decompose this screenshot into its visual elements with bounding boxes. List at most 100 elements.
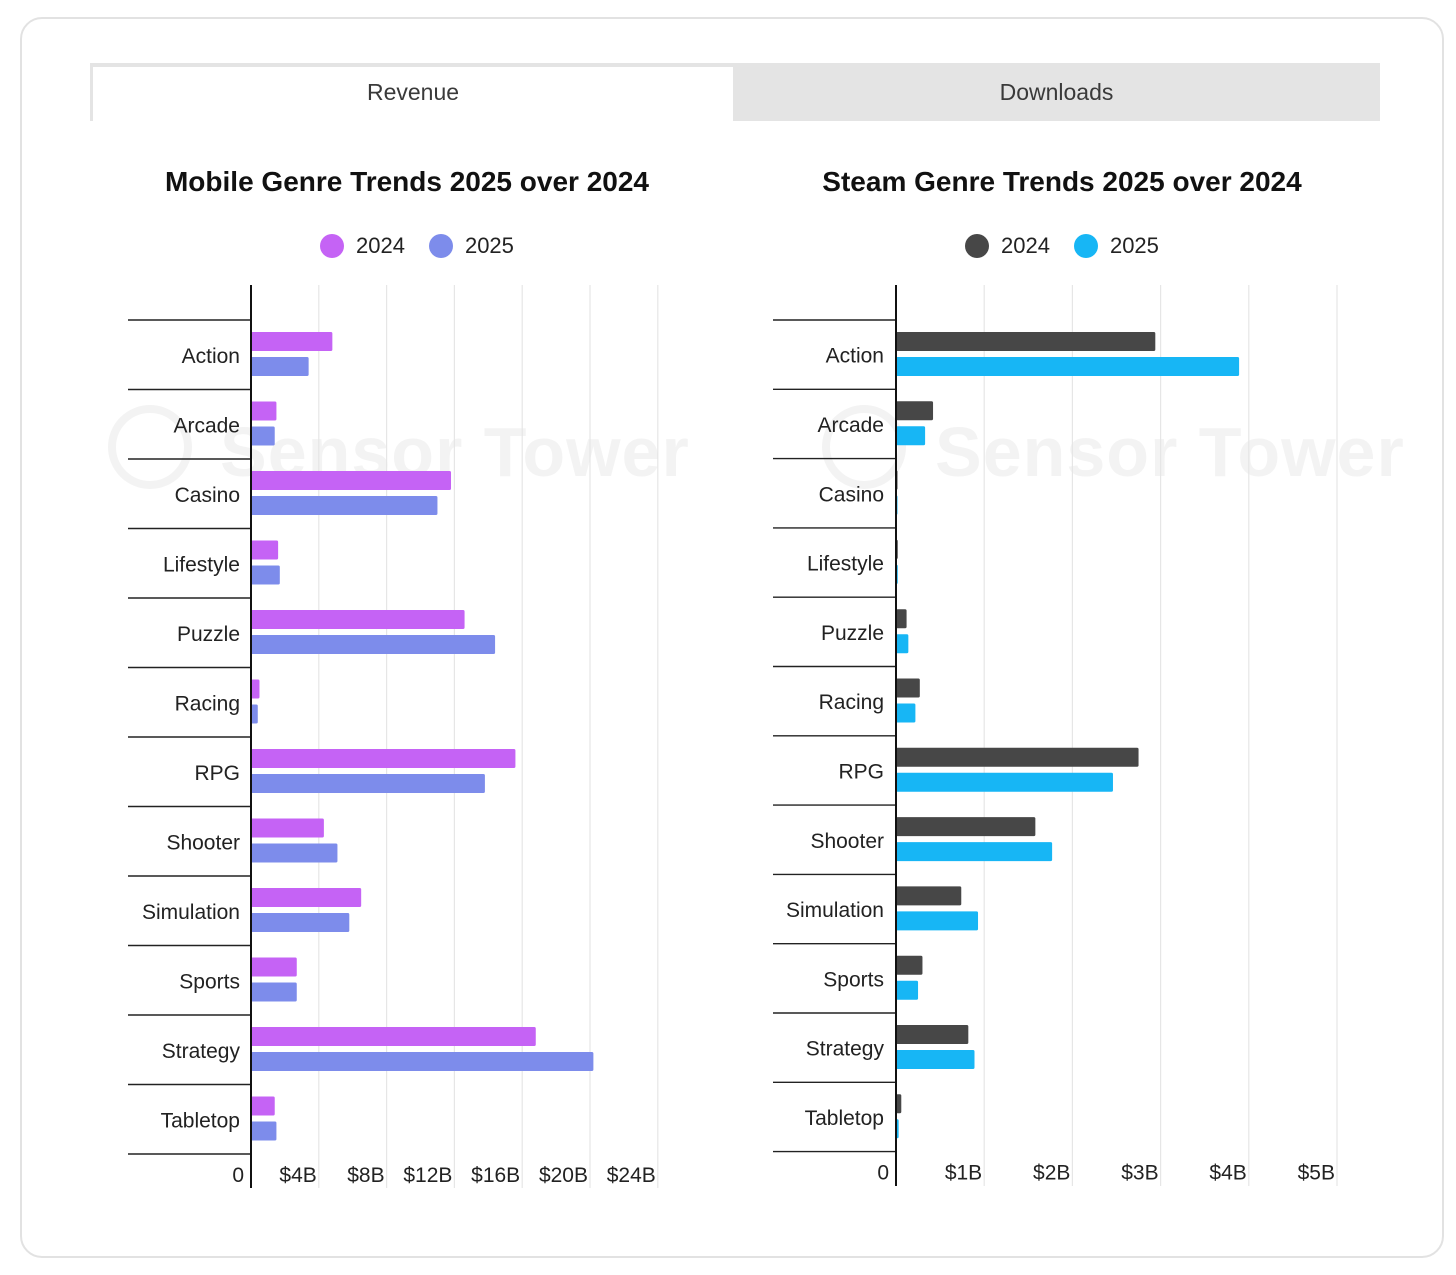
x-tick-label: $3B [1121, 1162, 1158, 1185]
legend-label: 2025 [464, 233, 514, 258]
watermark-logo-icon [822, 405, 906, 489]
bar-2025 [896, 634, 909, 654]
category-label: Arcade [817, 414, 884, 437]
bar-2024 [251, 888, 362, 907]
x-tick-label: $16B [471, 1164, 520, 1187]
steam-chart-legend: 2024 2025 [965, 232, 1183, 260]
bar-2025 [251, 704, 258, 724]
category-label: Shooter [166, 831, 240, 854]
bar-2024 [251, 401, 277, 421]
bar-2024 [251, 749, 516, 768]
category-label: RPG [838, 760, 884, 783]
bar-2025 [896, 842, 1053, 862]
legend-item-2025[interactable]: 2025 [1073, 233, 1159, 259]
category-label: RPG [194, 762, 240, 785]
legend-swatch [428, 234, 453, 258]
bar-2024 [896, 886, 962, 906]
watermark-logo-icon [108, 405, 192, 489]
steam-genre-chart: Action Arcade Casino Lifestyle Puzzle Racing R… [773, 285, 1338, 1186]
x-tick-label: $5B [1298, 1162, 1335, 1185]
mobile-genre-chart: Action Arcade Casino Lifestyle Puzzle Racing R… [128, 285, 659, 1188]
bar-2025 [251, 565, 280, 585]
category-label: Sports [823, 968, 884, 991]
bar-2025 [251, 913, 350, 932]
category-label: Casino [175, 484, 240, 507]
category-label: Simulation [786, 899, 884, 922]
bar-2025 [896, 703, 916, 723]
category-label: Tabletop [805, 1107, 884, 1130]
bar-2025 [896, 426, 926, 446]
legend-item-2024[interactable]: 2024 [965, 233, 1050, 259]
bar-2024 [896, 1025, 969, 1044]
category-label: Lifestyle [163, 553, 240, 576]
bar-2025 [251, 774, 485, 793]
category-label: Lifestyle [807, 553, 884, 576]
x-tick-label: $4B [279, 1164, 316, 1187]
category-label: Tabletop [161, 1109, 240, 1132]
bar-2024 [896, 401, 934, 421]
legend-swatch [965, 234, 989, 258]
legend-label: 2025 [1109, 233, 1159, 258]
bar-2024 [251, 1027, 536, 1046]
category-label: Puzzle [177, 623, 240, 646]
category-label: Casino [819, 483, 884, 506]
bar-2025 [896, 357, 1240, 376]
x-tick-label: $1B [945, 1162, 982, 1185]
x-tick-label: $12B [403, 1164, 452, 1187]
bar-2025 [896, 772, 1113, 792]
bar-2024 [251, 1096, 275, 1116]
bar-2025 [251, 843, 338, 863]
category-label: Strategy [162, 1040, 241, 1063]
bar-2025 [251, 496, 438, 515]
category-label: Action [826, 345, 884, 368]
bar-2025 [896, 1050, 975, 1069]
x-tick-label: 0 [232, 1164, 244, 1187]
bar-2024 [251, 610, 465, 629]
bar-2024 [896, 1094, 902, 1114]
bar-2024 [251, 957, 297, 977]
category-label: Racing [175, 692, 240, 715]
watermark: Sensor Tower [935, 413, 1405, 491]
legend-label: 2024 [1001, 233, 1050, 258]
bar-2025 [896, 911, 979, 931]
tab-revenue[interactable]: Revenue [93, 67, 733, 121]
category-label: Action [182, 345, 240, 368]
legend-swatch [320, 234, 344, 258]
bar-2025 [251, 357, 309, 376]
mobile-chart-legend: 2024 2025 [320, 232, 538, 260]
legend-label: 2024 [356, 233, 405, 258]
bar-2024 [251, 679, 260, 699]
x-tick-label: $2B [1033, 1162, 1070, 1185]
legend-item-2025[interactable]: 2025 [428, 233, 514, 259]
bar-2024 [251, 540, 279, 560]
bar-2024 [896, 332, 1156, 351]
category-label: Puzzle [821, 622, 884, 645]
category-label: Simulation [142, 901, 240, 924]
bar-2025 [896, 980, 919, 1000]
legend-swatch [1073, 234, 1098, 258]
bar-2025 [251, 1052, 594, 1071]
category-label: Sports [179, 970, 240, 993]
x-tick-label: $4B [1209, 1162, 1246, 1185]
mobile-chart-title: Mobile Genre Trends 2025 over 2024 [164, 166, 649, 197]
bar-2025 [251, 1121, 277, 1141]
x-tick-label: $8B [347, 1164, 384, 1187]
tab-bar: Revenue Downloads [90, 63, 1380, 121]
bar-2024 [896, 817, 1036, 837]
bar-2024 [896, 955, 923, 975]
tab-downloads[interactable]: Downloads [999, 79, 1114, 105]
category-label: Racing [819, 691, 884, 714]
x-tick-label: $24B [607, 1164, 656, 1187]
x-tick-label: 0 [877, 1162, 889, 1185]
bar-2024 [251, 471, 452, 490]
legend-item-2024[interactable]: 2024 [320, 233, 405, 259]
category-label: Shooter [810, 830, 884, 853]
steam-chart-title: Steam Genre Trends 2025 over 2024 [822, 166, 1302, 197]
bar-2024 [896, 747, 1139, 767]
bar-2024 [251, 332, 333, 351]
bar-2025 [251, 635, 496, 654]
x-tick-label: $20B [539, 1164, 588, 1187]
bar-2024 [251, 818, 324, 838]
category-label: Strategy [806, 1038, 885, 1061]
